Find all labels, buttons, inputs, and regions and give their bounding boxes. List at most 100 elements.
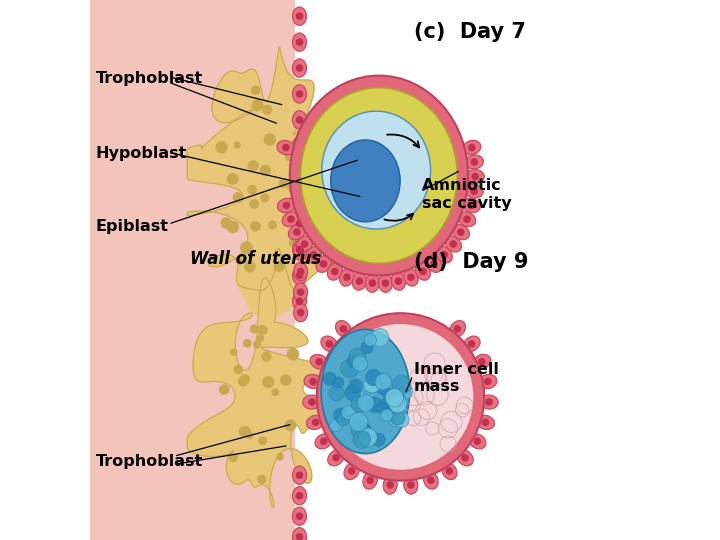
Circle shape <box>296 194 303 201</box>
Circle shape <box>341 406 356 420</box>
Circle shape <box>364 376 380 393</box>
Circle shape <box>382 279 390 287</box>
Ellipse shape <box>292 33 307 51</box>
Ellipse shape <box>352 272 366 291</box>
Circle shape <box>329 386 344 401</box>
Text: (c)  Day 7: (c) Day 7 <box>414 22 526 43</box>
Circle shape <box>333 408 348 423</box>
Circle shape <box>395 278 402 285</box>
Ellipse shape <box>344 462 359 480</box>
Ellipse shape <box>315 434 333 449</box>
Circle shape <box>246 432 253 439</box>
Circle shape <box>431 260 438 268</box>
Ellipse shape <box>292 292 307 310</box>
Circle shape <box>357 395 374 411</box>
Polygon shape <box>187 47 387 291</box>
Circle shape <box>310 251 318 259</box>
Ellipse shape <box>292 487 307 505</box>
Circle shape <box>484 377 492 385</box>
Circle shape <box>312 418 319 426</box>
Circle shape <box>369 279 376 287</box>
Circle shape <box>317 313 484 481</box>
Ellipse shape <box>292 111 307 129</box>
Circle shape <box>306 170 315 179</box>
Circle shape <box>349 348 366 365</box>
Circle shape <box>349 413 368 431</box>
Circle shape <box>340 325 347 333</box>
Circle shape <box>261 352 271 361</box>
Ellipse shape <box>365 274 379 292</box>
Circle shape <box>359 428 377 447</box>
Circle shape <box>470 187 478 195</box>
Ellipse shape <box>292 528 307 540</box>
Ellipse shape <box>282 212 300 227</box>
Circle shape <box>387 410 404 427</box>
Circle shape <box>234 141 240 149</box>
Circle shape <box>394 412 409 427</box>
Ellipse shape <box>336 321 351 338</box>
Circle shape <box>233 192 243 203</box>
Circle shape <box>227 173 238 185</box>
Ellipse shape <box>310 354 328 369</box>
Circle shape <box>392 393 406 408</box>
Circle shape <box>240 241 253 254</box>
Circle shape <box>296 533 303 540</box>
Circle shape <box>345 385 361 401</box>
Text: Amniotic
sac cavity: Amniotic sac cavity <box>422 178 512 211</box>
Circle shape <box>463 215 471 223</box>
Circle shape <box>293 228 301 236</box>
Circle shape <box>381 409 393 421</box>
Circle shape <box>252 99 264 111</box>
Circle shape <box>330 419 342 432</box>
Circle shape <box>348 379 362 393</box>
Circle shape <box>390 410 405 425</box>
Circle shape <box>375 374 391 390</box>
Circle shape <box>263 105 272 114</box>
Ellipse shape <box>292 507 307 525</box>
Ellipse shape <box>473 354 491 369</box>
Ellipse shape <box>292 7 307 25</box>
Circle shape <box>351 390 365 404</box>
Ellipse shape <box>466 170 485 184</box>
Circle shape <box>296 168 303 176</box>
Ellipse shape <box>445 236 462 252</box>
Ellipse shape <box>458 212 476 227</box>
Circle shape <box>287 215 294 223</box>
Circle shape <box>323 372 336 386</box>
Circle shape <box>296 246 303 253</box>
Circle shape <box>216 141 228 153</box>
Ellipse shape <box>292 188 307 207</box>
Circle shape <box>468 144 476 151</box>
Ellipse shape <box>292 466 307 484</box>
Circle shape <box>289 220 297 227</box>
Circle shape <box>282 144 289 151</box>
Circle shape <box>388 394 407 414</box>
Ellipse shape <box>300 87 457 264</box>
Circle shape <box>347 354 361 368</box>
Circle shape <box>260 165 271 176</box>
Ellipse shape <box>391 272 405 291</box>
Ellipse shape <box>330 140 400 222</box>
Circle shape <box>296 213 303 220</box>
Circle shape <box>230 349 237 356</box>
Ellipse shape <box>436 246 452 263</box>
Circle shape <box>253 341 261 348</box>
Circle shape <box>478 358 486 366</box>
Circle shape <box>258 325 268 335</box>
Ellipse shape <box>328 450 344 466</box>
Circle shape <box>315 358 323 366</box>
Ellipse shape <box>465 184 483 198</box>
Circle shape <box>251 86 260 94</box>
Ellipse shape <box>292 240 307 259</box>
Circle shape <box>366 476 374 484</box>
Ellipse shape <box>289 76 468 275</box>
Text: Hypoblast: Hypoblast <box>95 146 186 161</box>
Circle shape <box>351 396 366 412</box>
Circle shape <box>296 471 303 479</box>
Circle shape <box>287 348 299 360</box>
Ellipse shape <box>465 155 484 169</box>
Circle shape <box>389 395 407 413</box>
Circle shape <box>333 377 344 388</box>
Circle shape <box>485 399 493 406</box>
Circle shape <box>348 467 356 475</box>
